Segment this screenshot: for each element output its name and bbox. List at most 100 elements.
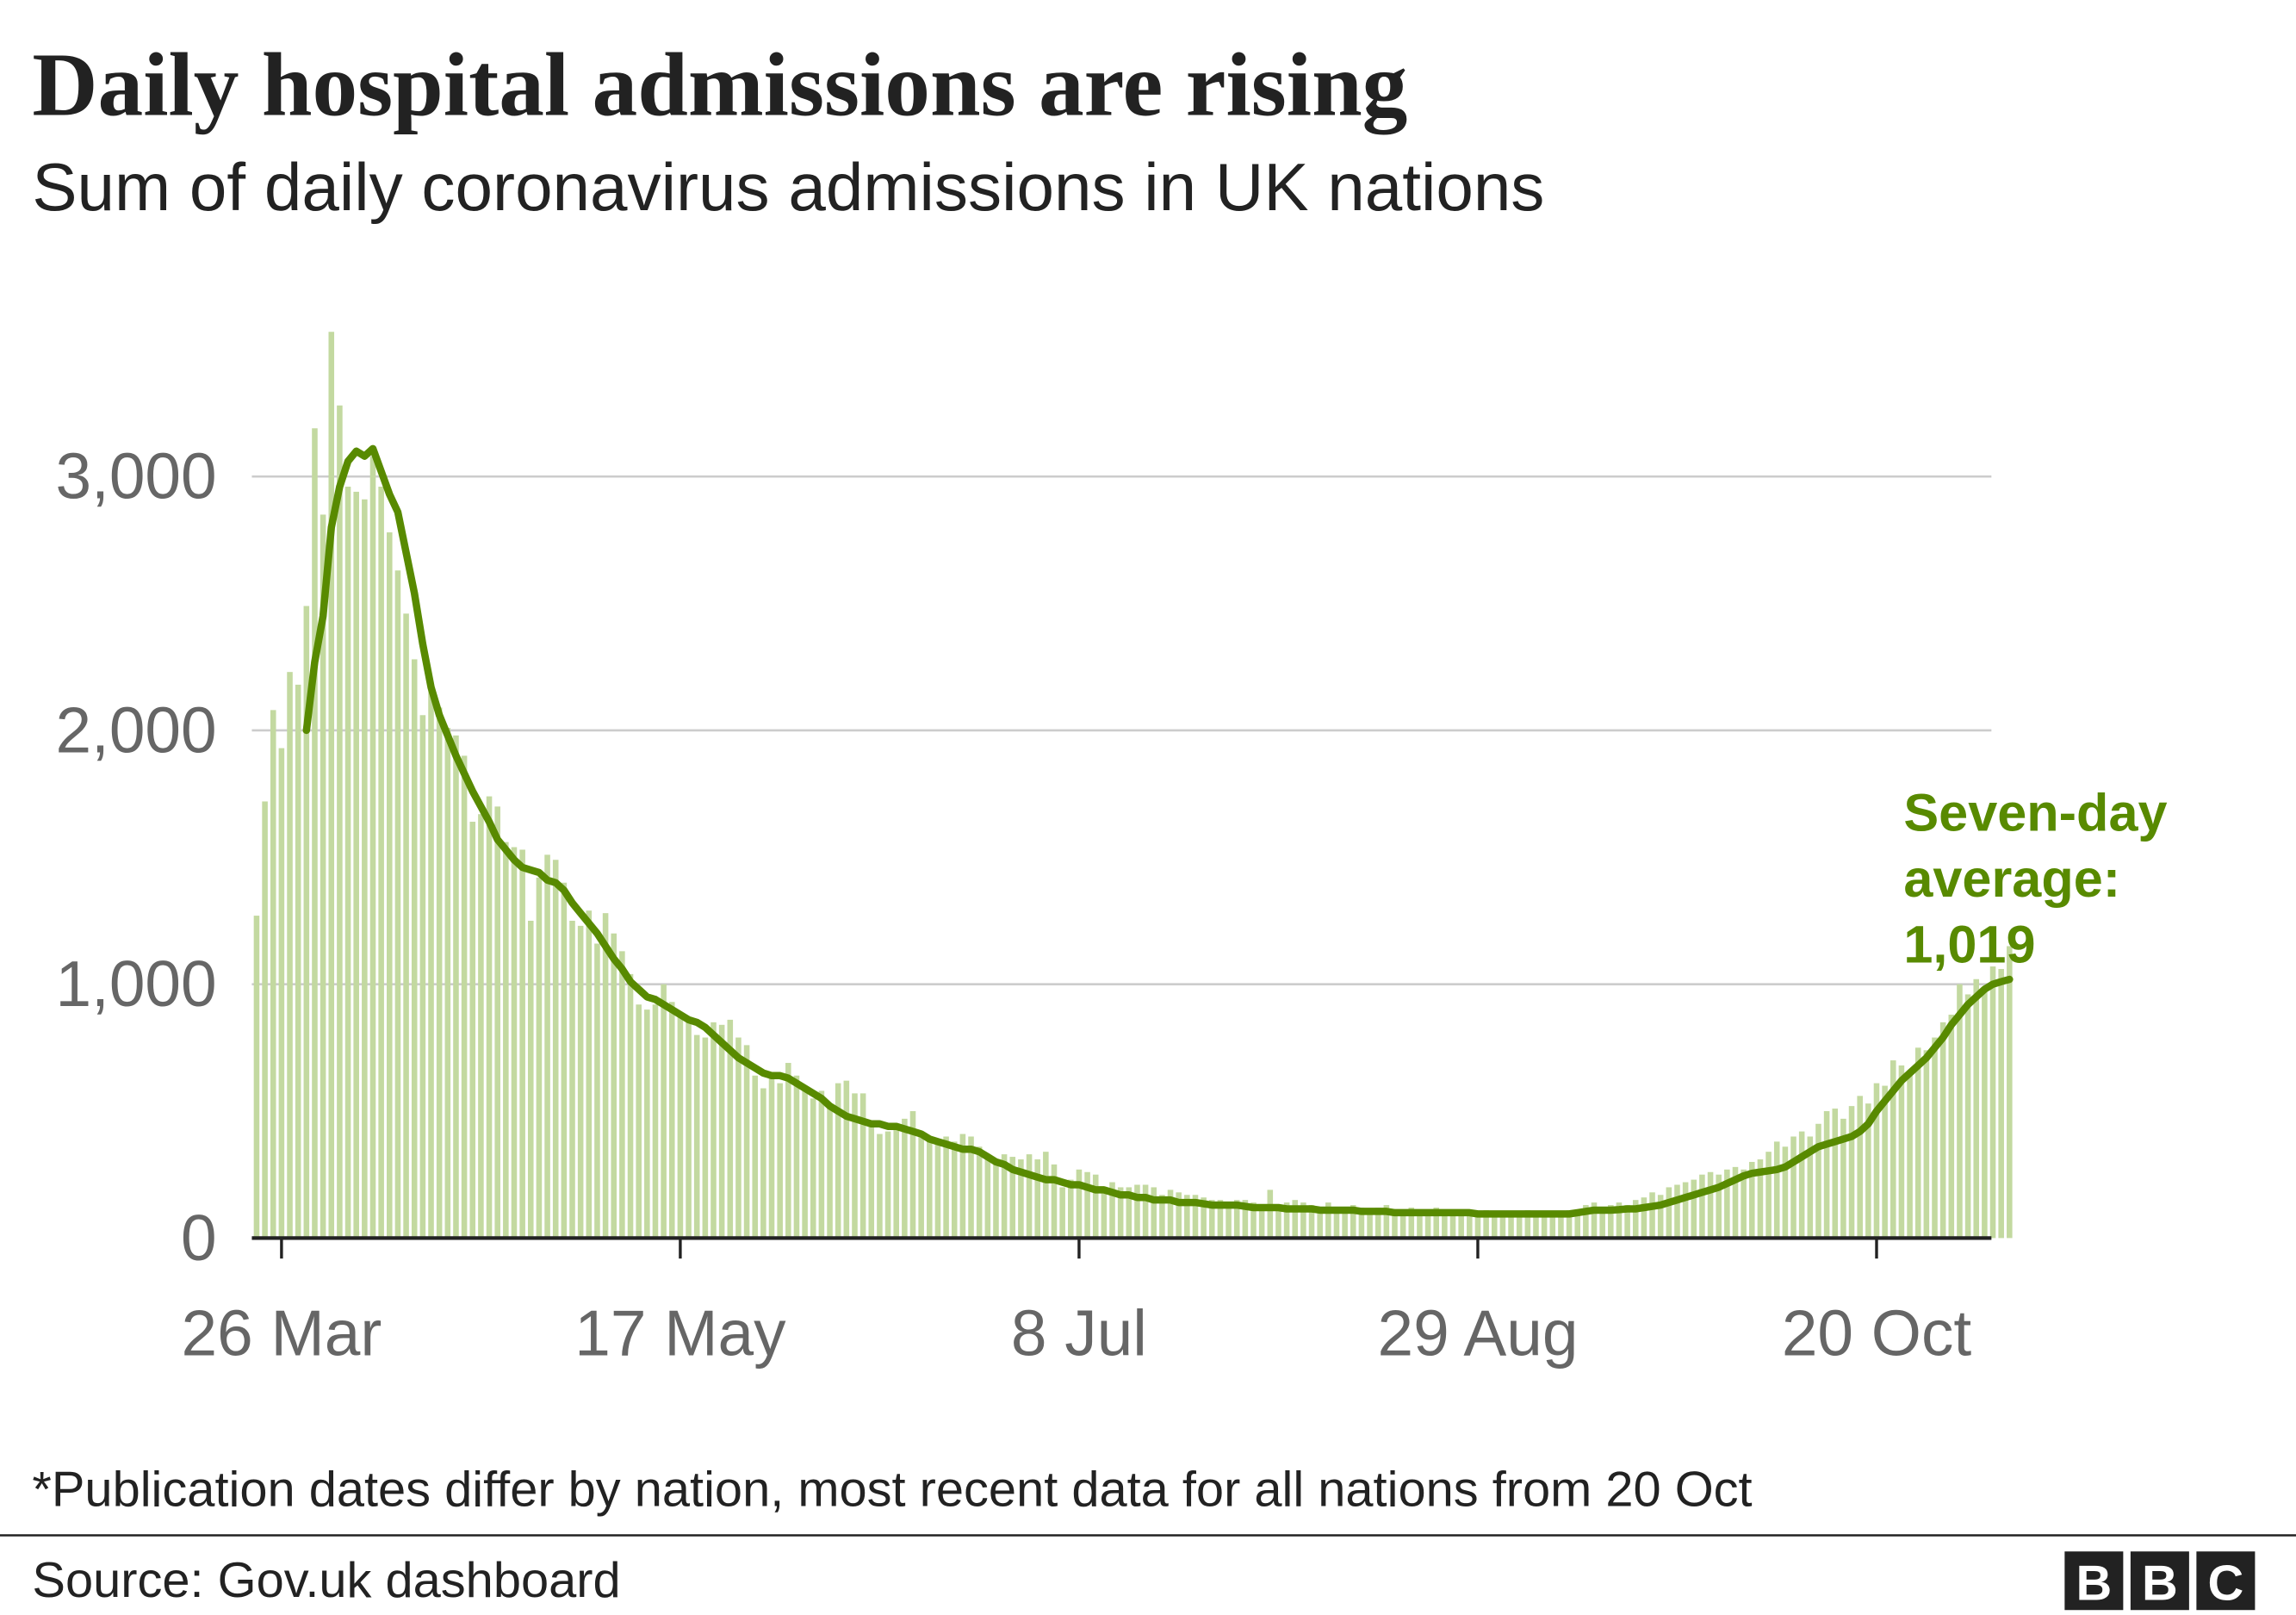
- x-tick-label: 26 Mar: [181, 1296, 382, 1369]
- bar: [1383, 1205, 1390, 1239]
- x-tick-label: 17 May: [574, 1296, 786, 1369]
- bar: [785, 1063, 791, 1239]
- bar: [1308, 1205, 1315, 1239]
- bar: [337, 405, 343, 1239]
- bar: [1591, 1202, 1598, 1239]
- bar: [1641, 1197, 1648, 1239]
- bar: [693, 1034, 700, 1239]
- logo: B B C: [2064, 1551, 2256, 1611]
- bar: [884, 1131, 891, 1239]
- bar: [1533, 1212, 1539, 1239]
- bar: [827, 1106, 833, 1239]
- y-tick-label: 0: [181, 1202, 217, 1274]
- bar: [1574, 1209, 1580, 1239]
- logo-box: [2130, 1551, 2189, 1611]
- bar: [411, 659, 418, 1239]
- bar: [859, 1093, 866, 1239]
- bar: [1184, 1195, 1190, 1239]
- bar: [1716, 1174, 1722, 1239]
- bar: [984, 1154, 991, 1239]
- bar: [1458, 1209, 1464, 1239]
- bar: [353, 491, 359, 1239]
- bar: [1009, 1157, 1016, 1239]
- bar: [1998, 968, 2004, 1239]
- bar: [1914, 1047, 1921, 1239]
- bar: [893, 1126, 899, 1239]
- logo-box: [2196, 1551, 2256, 1611]
- bar: [577, 925, 584, 1239]
- bar: [1657, 1195, 1664, 1239]
- bar: [527, 920, 534, 1239]
- bar: [1084, 1171, 1090, 1239]
- bar: [1392, 1209, 1398, 1239]
- bar: [1948, 1015, 1955, 1239]
- bar: [1541, 1214, 1548, 1239]
- bar: [1051, 1164, 1058, 1239]
- bar: [602, 913, 609, 1239]
- x-tick-label: 8 Jul: [1011, 1296, 1147, 1369]
- bar: [1566, 1209, 1573, 1239]
- bar: [536, 877, 543, 1239]
- average-line: [302, 444, 2014, 1218]
- bar: [1632, 1200, 1639, 1239]
- bar: [1267, 1190, 1274, 1239]
- bar: [1142, 1184, 1149, 1239]
- bar: [369, 456, 376, 1239]
- bar: [444, 728, 451, 1239]
- logo-box: [2064, 1551, 2124, 1611]
- bar: [902, 1118, 908, 1239]
- bar: [1043, 1152, 1049, 1239]
- bar: [727, 1019, 734, 1239]
- bar: [644, 1009, 650, 1239]
- bar: [394, 570, 401, 1239]
- bar: [295, 684, 301, 1239]
- bar: [1117, 1187, 1124, 1239]
- bar: [686, 1019, 692, 1239]
- bar: [1907, 1070, 1913, 1239]
- bar: [419, 715, 426, 1239]
- bar: [503, 842, 509, 1239]
- bar: [1649, 1192, 1655, 1239]
- y-tick-label: 3,000: [55, 440, 216, 512]
- bar: [1516, 1212, 1523, 1239]
- bar: [1549, 1212, 1556, 1239]
- bar: [619, 951, 625, 1239]
- bar: [428, 686, 434, 1239]
- bar: [1417, 1209, 1423, 1239]
- bar: [1608, 1205, 1614, 1239]
- bar: [1807, 1136, 1814, 1239]
- bar: [777, 1083, 783, 1239]
- bar: [478, 814, 484, 1239]
- bar: [1092, 1174, 1099, 1239]
- bar: [1467, 1212, 1473, 1239]
- bar: [1126, 1187, 1132, 1239]
- bar: [1823, 1111, 1830, 1239]
- bar: [1599, 1208, 1605, 1239]
- bar: [1292, 1200, 1299, 1239]
- annotation-text: Seven-day average:: [1903, 782, 2168, 909]
- bar: [1325, 1202, 1331, 1239]
- bar: [1068, 1179, 1074, 1239]
- bar: [1558, 1212, 1564, 1239]
- bar: [436, 707, 443, 1239]
- bar: [668, 1002, 675, 1239]
- footnote: *Publication dates differ by nation, mos…: [32, 1463, 1752, 1518]
- bar: [1873, 1083, 1880, 1239]
- bar: [1890, 1060, 1896, 1239]
- bar: [1233, 1200, 1240, 1239]
- logo-letter: C: [2208, 1556, 2244, 1611]
- bar: [1989, 966, 1996, 1239]
- bar: [951, 1141, 958, 1239]
- bar: [270, 710, 276, 1239]
- bar: [1624, 1205, 1630, 1239]
- bar: [561, 882, 568, 1239]
- bar: [1923, 1050, 1930, 1239]
- bar: [1707, 1171, 1714, 1239]
- bar: [494, 806, 500, 1239]
- bar: [1757, 1159, 1764, 1239]
- bar: [1857, 1096, 1863, 1239]
- bar: [1367, 1209, 1373, 1239]
- bar: [1034, 1159, 1040, 1239]
- bar: [312, 428, 318, 1239]
